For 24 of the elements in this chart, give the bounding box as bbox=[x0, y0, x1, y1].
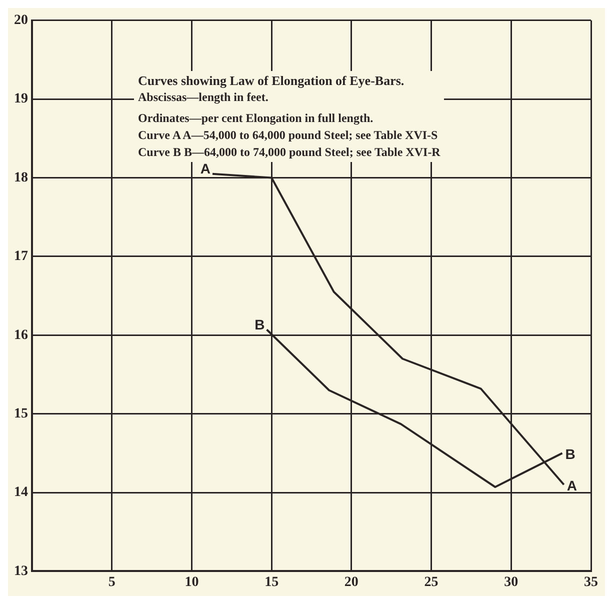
x-tick-label: 5 bbox=[108, 575, 116, 590]
y-tick-label: 15 bbox=[14, 406, 28, 422]
text: A bbox=[200, 160, 210, 177]
text: B bbox=[254, 316, 265, 332]
x-tick-label: 10 bbox=[184, 575, 199, 590]
text: Curves showing Law of Elongation of Eye-Bars. bbox=[138, 72, 406, 89]
annotation: Curve B B—64,000 to 74,000 pound Steel; see Table XVI-R bbox=[138, 144, 440, 161]
y-tick-label: 13 bbox=[14, 564, 28, 579]
x-tick-label: 20 bbox=[344, 575, 358, 590]
y-tick-label: 19 bbox=[14, 92, 28, 107]
x-tick-label: 25 bbox=[424, 575, 438, 590]
y-tick-label: 14 bbox=[14, 485, 28, 500]
series-label: B bbox=[565, 446, 576, 462]
y-tick-label: 17 bbox=[14, 249, 28, 264]
annotation: Ordinates—per cent Elongation in full length. bbox=[138, 110, 374, 127]
annotation: Abscissas—length in feet. bbox=[138, 89, 270, 106]
series-label: A bbox=[566, 478, 577, 494]
x-tick-label: 30 bbox=[504, 575, 518, 590]
annotation: Curve A A—54,000 to 64,000 pound Steel; see Table XVI-S bbox=[138, 127, 439, 144]
y-tick-label: 20 bbox=[14, 13, 28, 28]
x-tick-label: 15 bbox=[264, 575, 279, 590]
y-tick-label: 18 bbox=[14, 170, 28, 186]
y-tick-label: 16 bbox=[14, 328, 28, 343]
x-tick-label: 35 bbox=[584, 575, 598, 590]
